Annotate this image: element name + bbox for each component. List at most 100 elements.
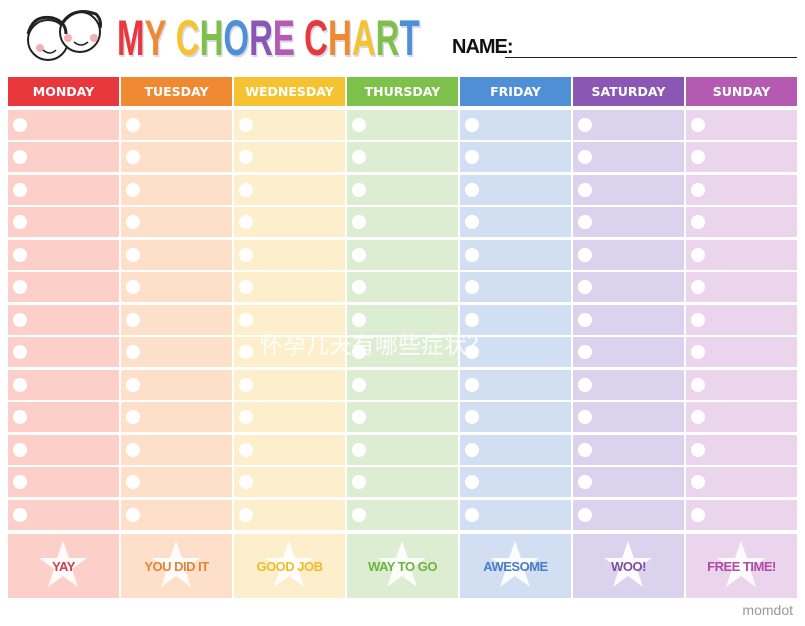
- checkbox-circle[interactable]: [691, 150, 705, 164]
- checkbox-circle[interactable]: [691, 442, 705, 457]
- chore-cell[interactable]: [460, 434, 571, 465]
- chore-cell[interactable]: [234, 337, 345, 367]
- checkbox-circle[interactable]: [126, 215, 140, 229]
- chore-cell[interactable]: [573, 304, 684, 335]
- chore-cell[interactable]: [121, 272, 232, 302]
- checkbox-circle[interactable]: [578, 247, 592, 262]
- checkbox-circle[interactable]: [13, 345, 27, 359]
- checkbox-circle[interactable]: [352, 182, 366, 197]
- chore-cell[interactable]: [234, 402, 345, 432]
- checkbox-circle[interactable]: [578, 442, 592, 457]
- checkbox-circle[interactable]: [465, 345, 479, 359]
- checkbox-circle[interactable]: [352, 312, 366, 327]
- checkbox-circle[interactable]: [352, 280, 366, 294]
- checkbox-circle[interactable]: [465, 247, 479, 262]
- chore-cell[interactable]: [347, 434, 458, 465]
- chore-cell[interactable]: [347, 109, 458, 140]
- chore-cell[interactable]: [686, 369, 797, 400]
- chore-cell[interactable]: [573, 142, 684, 172]
- chore-cell[interactable]: [460, 304, 571, 335]
- chore-cell[interactable]: [121, 207, 232, 237]
- chore-cell[interactable]: [460, 142, 571, 172]
- chore-cell[interactable]: [234, 304, 345, 335]
- chore-cell[interactable]: [686, 109, 797, 140]
- checkbox-circle[interactable]: [578, 345, 592, 359]
- chore-cell[interactable]: [573, 434, 684, 465]
- checkbox-circle[interactable]: [239, 247, 253, 262]
- checkbox-circle[interactable]: [13, 475, 27, 489]
- chore-cell[interactable]: [8, 304, 119, 335]
- checkbox-circle[interactable]: [691, 280, 705, 294]
- chore-cell[interactable]: [8, 434, 119, 465]
- checkbox-circle[interactable]: [13, 442, 27, 457]
- checkbox-circle[interactable]: [578, 182, 592, 197]
- chore-cell[interactable]: [686, 434, 797, 465]
- checkbox-circle[interactable]: [13, 182, 27, 197]
- chore-cell[interactable]: [573, 369, 684, 400]
- checkbox-circle[interactable]: [691, 247, 705, 262]
- checkbox-circle[interactable]: [465, 215, 479, 229]
- checkbox-circle[interactable]: [352, 117, 366, 132]
- checkbox-circle[interactable]: [126, 475, 140, 489]
- checkbox-circle[interactable]: [13, 215, 27, 229]
- chore-cell[interactable]: [347, 304, 458, 335]
- checkbox-circle[interactable]: [691, 410, 705, 424]
- chore-cell[interactable]: [573, 467, 684, 497]
- checkbox-circle[interactable]: [239, 475, 253, 489]
- chore-cell[interactable]: [347, 402, 458, 432]
- chore-cell[interactable]: [686, 272, 797, 302]
- chore-cell[interactable]: [347, 337, 458, 367]
- checkbox-circle[interactable]: [352, 345, 366, 359]
- checkbox-circle[interactable]: [126, 442, 140, 457]
- chore-cell[interactable]: [121, 109, 232, 140]
- checkbox-circle[interactable]: [691, 312, 705, 327]
- checkbox-circle[interactable]: [126, 280, 140, 294]
- chore-cell[interactable]: [460, 337, 571, 367]
- chore-cell[interactable]: [573, 109, 684, 140]
- name-field[interactable]: [505, 57, 797, 58]
- chore-cell[interactable]: [234, 142, 345, 172]
- checkbox-circle[interactable]: [465, 475, 479, 489]
- checkbox-circle[interactable]: [352, 247, 366, 262]
- chore-cell[interactable]: [460, 207, 571, 237]
- chore-cell[interactable]: [121, 467, 232, 497]
- chore-cell[interactable]: [460, 467, 571, 497]
- chore-cell[interactable]: [8, 337, 119, 367]
- checkbox-circle[interactable]: [691, 345, 705, 359]
- checkbox-circle[interactable]: [126, 150, 140, 164]
- chore-cell[interactable]: [347, 272, 458, 302]
- chore-cell[interactable]: [8, 369, 119, 400]
- chore-cell[interactable]: [573, 337, 684, 367]
- checkbox-circle[interactable]: [465, 442, 479, 457]
- chore-cell[interactable]: [686, 499, 797, 530]
- chore-cell[interactable]: [8, 142, 119, 172]
- checkbox-circle[interactable]: [239, 150, 253, 164]
- chore-cell[interactable]: [234, 467, 345, 497]
- checkbox-circle[interactable]: [126, 117, 140, 132]
- chore-cell[interactable]: [686, 239, 797, 270]
- checkbox-circle[interactable]: [239, 280, 253, 294]
- checkbox-circle[interactable]: [239, 507, 253, 522]
- chore-cell[interactable]: [8, 207, 119, 237]
- checkbox-circle[interactable]: [239, 182, 253, 197]
- chore-cell[interactable]: [234, 239, 345, 270]
- chore-cell[interactable]: [460, 499, 571, 530]
- checkbox-circle[interactable]: [13, 280, 27, 294]
- checkbox-circle[interactable]: [352, 150, 366, 164]
- checkbox-circle[interactable]: [465, 150, 479, 164]
- checkbox-circle[interactable]: [465, 312, 479, 327]
- checkbox-circle[interactable]: [239, 215, 253, 229]
- chore-cell[interactable]: [8, 239, 119, 270]
- chore-cell[interactable]: [234, 272, 345, 302]
- chore-cell[interactable]: [8, 499, 119, 530]
- chore-cell[interactable]: [460, 402, 571, 432]
- chore-cell[interactable]: [686, 304, 797, 335]
- checkbox-circle[interactable]: [465, 377, 479, 392]
- chore-cell[interactable]: [573, 402, 684, 432]
- checkbox-circle[interactable]: [13, 117, 27, 132]
- chore-cell[interactable]: [573, 239, 684, 270]
- checkbox-circle[interactable]: [465, 410, 479, 424]
- checkbox-circle[interactable]: [691, 377, 705, 392]
- chore-cell[interactable]: [460, 369, 571, 400]
- chore-cell[interactable]: [686, 467, 797, 497]
